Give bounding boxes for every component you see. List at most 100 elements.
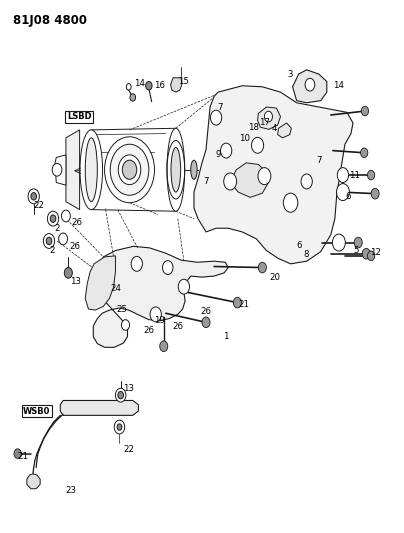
Circle shape — [259, 262, 266, 273]
Text: 17: 17 — [259, 118, 270, 127]
Circle shape — [46, 237, 52, 245]
Circle shape — [110, 144, 149, 195]
Circle shape — [224, 173, 237, 190]
Circle shape — [332, 234, 345, 251]
Circle shape — [50, 215, 56, 222]
Circle shape — [361, 106, 368, 116]
Text: 26: 26 — [72, 219, 83, 228]
Circle shape — [122, 320, 130, 330]
Circle shape — [43, 233, 55, 248]
Circle shape — [283, 193, 298, 212]
Polygon shape — [278, 123, 291, 138]
Ellipse shape — [85, 138, 97, 201]
Polygon shape — [66, 130, 80, 209]
Circle shape — [118, 391, 124, 399]
Text: 1: 1 — [223, 332, 228, 341]
Circle shape — [122, 160, 137, 179]
Text: 6: 6 — [296, 241, 301, 250]
Circle shape — [52, 164, 62, 176]
Text: 11: 11 — [349, 171, 360, 180]
Polygon shape — [194, 86, 353, 264]
Circle shape — [31, 192, 36, 200]
Text: 5: 5 — [353, 246, 358, 255]
Text: 15: 15 — [179, 77, 189, 86]
Circle shape — [305, 78, 315, 91]
Circle shape — [105, 137, 154, 203]
Text: 81J08 4800: 81J08 4800 — [13, 14, 87, 27]
Circle shape — [61, 210, 70, 222]
Text: LSBD: LSBD — [67, 112, 92, 121]
Text: 4: 4 — [272, 124, 277, 133]
Circle shape — [126, 84, 131, 90]
Circle shape — [28, 189, 39, 204]
Text: 12: 12 — [370, 248, 381, 257]
Circle shape — [160, 341, 168, 352]
Text: 13: 13 — [123, 384, 134, 393]
Text: 18: 18 — [248, 123, 259, 132]
Circle shape — [64, 268, 72, 278]
Circle shape — [337, 183, 349, 200]
Polygon shape — [258, 107, 280, 130]
Circle shape — [354, 237, 362, 248]
Circle shape — [117, 424, 122, 430]
Text: 7: 7 — [316, 156, 322, 165]
Text: 26: 26 — [143, 326, 154, 335]
Circle shape — [368, 251, 375, 261]
Text: 23: 23 — [66, 486, 77, 495]
Circle shape — [202, 317, 210, 328]
Text: WSB0: WSB0 — [23, 407, 50, 416]
Text: 3: 3 — [288, 70, 293, 78]
Text: 8: 8 — [303, 250, 309, 259]
Text: 21: 21 — [17, 453, 28, 462]
Text: 22: 22 — [34, 201, 44, 210]
Text: 21: 21 — [239, 300, 250, 309]
Circle shape — [361, 148, 368, 158]
Text: 24: 24 — [110, 284, 121, 293]
Circle shape — [371, 188, 379, 199]
Polygon shape — [93, 246, 228, 348]
Circle shape — [145, 82, 152, 90]
Polygon shape — [170, 78, 182, 92]
Circle shape — [178, 279, 189, 294]
Ellipse shape — [191, 160, 197, 179]
Text: 14: 14 — [134, 78, 145, 87]
Text: 26: 26 — [173, 321, 183, 330]
Text: 2: 2 — [49, 246, 55, 255]
Circle shape — [221, 143, 232, 158]
Circle shape — [264, 111, 272, 122]
Circle shape — [14, 449, 21, 458]
Text: 13: 13 — [69, 277, 81, 286]
Circle shape — [130, 94, 136, 101]
Text: 2: 2 — [54, 224, 60, 233]
Circle shape — [362, 248, 370, 259]
Text: 26: 26 — [69, 242, 81, 251]
Ellipse shape — [171, 148, 181, 192]
Circle shape — [162, 261, 173, 274]
Text: 6: 6 — [345, 192, 351, 201]
Polygon shape — [27, 474, 40, 489]
Circle shape — [131, 256, 143, 271]
Text: 25: 25 — [116, 304, 127, 313]
Polygon shape — [230, 163, 268, 197]
Polygon shape — [85, 256, 116, 310]
Ellipse shape — [167, 128, 185, 211]
Text: 16: 16 — [154, 81, 165, 90]
Circle shape — [252, 138, 263, 154]
Text: 14: 14 — [333, 81, 344, 90]
Text: 10: 10 — [239, 134, 250, 143]
Circle shape — [337, 167, 349, 182]
Circle shape — [116, 388, 126, 402]
Text: 20: 20 — [269, 273, 280, 281]
Polygon shape — [55, 155, 66, 185]
Circle shape — [234, 297, 242, 308]
Text: 7: 7 — [203, 177, 209, 186]
Text: 22: 22 — [123, 446, 134, 455]
Circle shape — [59, 233, 67, 245]
Circle shape — [301, 174, 312, 189]
Circle shape — [210, 110, 222, 125]
Polygon shape — [60, 400, 139, 415]
Circle shape — [47, 211, 59, 226]
Text: 26: 26 — [200, 307, 212, 316]
Circle shape — [368, 170, 375, 180]
Text: 19: 19 — [154, 316, 165, 325]
